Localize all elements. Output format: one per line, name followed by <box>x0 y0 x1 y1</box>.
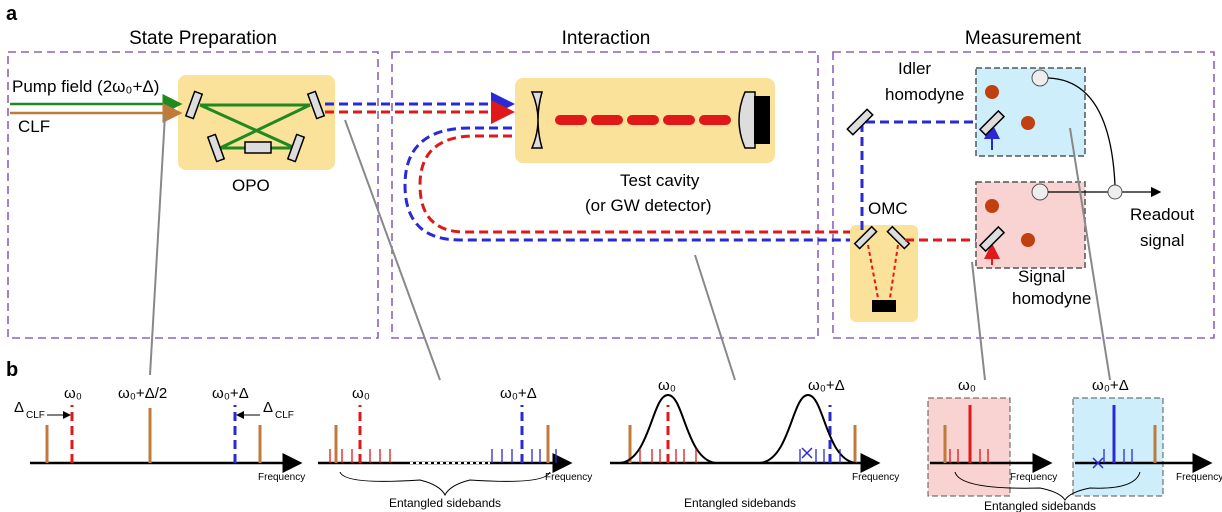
caption: Entangled sidebands <box>389 496 501 510</box>
spectrum <box>318 405 570 495</box>
pump-label: Pump field (2ω₀+Δ) <box>12 77 159 96</box>
spectrum <box>610 395 878 463</box>
adder <box>1108 185 1122 199</box>
readout-label: Readout <box>1130 205 1195 224</box>
delta-subscript: CLF <box>26 410 45 421</box>
spectrum-label: ω₀+Δ <box>212 385 249 402</box>
axis-label: Frequency <box>852 472 899 483</box>
spectrum-label: ω₀ <box>352 385 370 402</box>
readout-label: signal <box>1140 231 1184 250</box>
test-mass <box>754 96 770 144</box>
idler-label: Idler <box>898 59 931 78</box>
caption: Entangled sidebands <box>984 499 1096 512</box>
mirror <box>739 92 755 148</box>
panel-label: a <box>6 3 18 25</box>
delta-subscript: CLF <box>275 410 294 421</box>
signal-label: Signal <box>1018 267 1065 286</box>
crystal <box>245 142 271 153</box>
figure: a State Preparation Interaction Measurem… <box>0 0 1222 512</box>
omc-label: OMC <box>868 199 908 218</box>
delta-symbol: Δ <box>14 399 24 416</box>
opo-label: OPO <box>232 176 270 195</box>
clf-label: CLF <box>18 117 50 136</box>
axis-label: Frequency <box>1010 472 1057 483</box>
cavity-label: (or GW detector) <box>585 196 712 215</box>
axis-label: Frequency <box>545 472 592 483</box>
delta-symbol: Δ <box>263 399 273 416</box>
detector <box>872 300 896 312</box>
spectrum-label: ω₀+Δ <box>808 377 845 394</box>
spectrum-label: ω₀+Δ <box>1092 377 1129 394</box>
caption: Entangled sidebands <box>684 496 796 510</box>
section-title: Measurement <box>965 28 1082 49</box>
spectrum <box>30 405 300 463</box>
spectrum-label: ω₀+Δ <box>500 385 537 402</box>
spectrum <box>928 398 1210 500</box>
opo-box <box>178 75 335 170</box>
axis-label: Frequency <box>1176 472 1222 483</box>
spectrum-label: ω₀ <box>958 377 976 394</box>
idler-label: homodyne <box>885 85 964 104</box>
axis-label: Frequency <box>258 472 305 483</box>
cavity-label: Test cavity <box>620 171 700 190</box>
spectrum-label: ω₀ <box>658 377 676 394</box>
section-title: Interaction <box>562 28 651 49</box>
signal-label: homodyne <box>1012 289 1091 308</box>
section-title: State Preparation <box>129 28 277 49</box>
spectrum-label: ω₀ <box>64 385 82 402</box>
panel-label: b <box>6 359 18 381</box>
spectrum-label: ω₀+Δ/2 <box>118 385 167 402</box>
